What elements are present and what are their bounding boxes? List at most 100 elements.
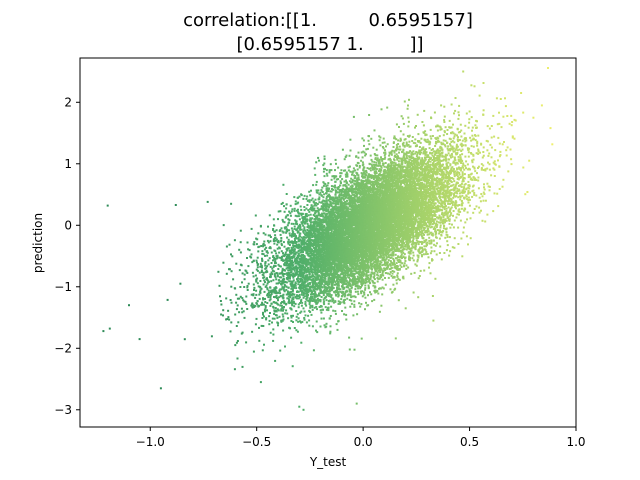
scatter-point [381,271,384,274]
scatter-point [281,269,284,272]
scatter-point [367,139,370,142]
scatter-point [306,195,309,198]
scatter-point [444,236,447,239]
scatter-point [432,190,435,193]
scatter-point [349,289,352,292]
scatter-point [504,97,506,100]
scatter-point [260,245,263,247]
scatter-point [374,235,376,237]
scatter-point [316,297,319,300]
scatter-point [442,139,445,142]
scatter-point [341,219,344,222]
scatter-point [263,303,266,306]
scatter-point [458,139,461,141]
scatter-point [418,229,421,232]
scatter-point [418,164,421,167]
scatter-point [356,280,359,283]
scatter-point [443,166,445,169]
scatter-point [434,166,436,169]
scatter-point [261,257,263,260]
scatter-point [432,169,435,172]
scatter-point [408,160,411,163]
scatter-point [179,282,182,285]
scatter-point [463,168,466,171]
scatter-point [498,122,501,125]
scatter-point [302,276,305,279]
scatter-point [304,220,307,223]
scatter-point [436,148,439,151]
scatter-point [269,304,272,307]
scatter-point [364,287,367,290]
scatter-point [321,186,324,189]
scatter-point [241,297,244,300]
scatter-point [374,291,377,294]
scatter-point [243,316,246,319]
scatter-point [463,138,466,141]
scatter-point [316,203,319,205]
scatter-point [239,241,242,244]
scatter-point [246,286,249,289]
scatter-point [367,294,369,297]
scatter-point [472,184,475,187]
scatter-point [444,195,446,198]
scatter-point [408,198,411,201]
scatter-point [446,189,449,192]
scatter-point [302,264,305,267]
scatter-point [426,161,429,164]
scatter-point [411,136,414,138]
scatter-point [400,200,403,203]
scatter-point [293,209,296,212]
scatter-point [402,214,405,217]
scatter-point [397,277,400,280]
scatter-point [281,230,284,233]
scatter-point [352,277,355,280]
scatter-point [444,189,447,192]
scatter-point [281,301,284,303]
scatter-point [285,203,288,206]
scatter-point [426,206,429,209]
scatter-point [337,295,340,298]
scatter-point [357,174,360,177]
scatter-point [386,168,389,171]
scatter-point [410,170,413,173]
scatter-point [283,221,286,224]
scatter-point [449,144,452,147]
scatter-point [405,166,408,169]
scatter-point [360,159,363,162]
scatter-point [462,187,465,190]
scatter-point [299,228,302,231]
scatter-point [325,197,328,200]
scatter-point [405,154,408,157]
scatter-point [346,269,348,272]
scatter-point [264,301,267,303]
scatter-point [281,313,284,316]
scatter-point [444,153,447,156]
scatter-point [298,218,301,221]
scatter-point [408,228,411,231]
scatter-point [375,161,378,164]
scatter-point [351,189,354,192]
scatter-point [351,207,354,209]
scatter-point [403,100,406,103]
scatter-point [357,293,360,296]
scatter-point [469,191,471,194]
scatter-point [298,270,301,273]
scatter-point [424,140,427,143]
scatter-point [273,270,276,273]
scatter-point [300,293,303,296]
scatter-point [262,253,265,256]
scatter-point [388,268,391,271]
scatter-point [482,82,485,84]
scatter-point [467,151,470,154]
scatter-point [433,226,436,229]
scatter-point [358,178,360,181]
scatter-point [431,179,434,182]
scatter-point [357,280,360,283]
scatter-point [282,309,284,312]
scatter-point [359,290,362,293]
scatter-point [396,249,399,252]
scatter-point [379,265,382,268]
scatter-point [286,290,289,293]
scatter-point [343,191,346,194]
scatter-point [471,126,474,129]
